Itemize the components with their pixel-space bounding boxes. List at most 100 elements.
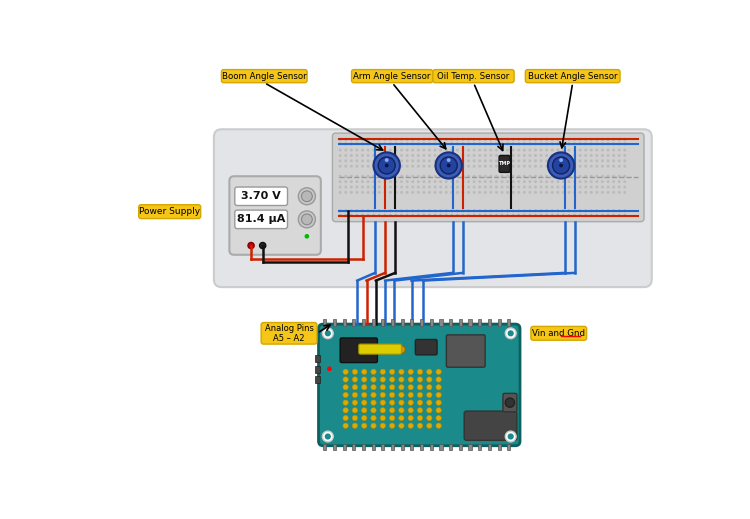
Circle shape <box>457 181 458 182</box>
Circle shape <box>379 149 380 151</box>
Circle shape <box>373 210 374 212</box>
Circle shape <box>373 186 374 188</box>
Circle shape <box>562 215 564 216</box>
Circle shape <box>518 192 520 193</box>
Circle shape <box>530 139 531 140</box>
Circle shape <box>624 175 626 177</box>
Circle shape <box>440 160 442 161</box>
Circle shape <box>613 160 614 161</box>
Circle shape <box>423 175 424 177</box>
Circle shape <box>356 210 358 212</box>
Circle shape <box>562 143 564 145</box>
Bar <box>371 444 375 450</box>
Circle shape <box>507 166 509 167</box>
Circle shape <box>518 149 520 151</box>
Circle shape <box>385 158 388 162</box>
Circle shape <box>340 186 341 188</box>
Circle shape <box>408 369 413 375</box>
Circle shape <box>399 400 404 405</box>
Circle shape <box>446 149 447 151</box>
Circle shape <box>356 160 358 161</box>
Circle shape <box>400 160 402 161</box>
Circle shape <box>574 143 575 145</box>
Circle shape <box>248 242 254 249</box>
Circle shape <box>479 175 481 177</box>
Circle shape <box>540 139 542 140</box>
Circle shape <box>501 155 503 156</box>
Circle shape <box>613 210 614 212</box>
Bar <box>343 320 346 325</box>
Circle shape <box>524 186 525 188</box>
Circle shape <box>412 210 413 212</box>
Circle shape <box>406 215 408 216</box>
Circle shape <box>590 175 592 177</box>
Circle shape <box>390 143 392 145</box>
Circle shape <box>512 215 514 216</box>
Circle shape <box>507 143 509 145</box>
Circle shape <box>518 210 520 212</box>
Circle shape <box>462 215 464 216</box>
Bar <box>497 444 501 450</box>
Circle shape <box>390 149 392 151</box>
Circle shape <box>574 155 575 156</box>
Circle shape <box>340 181 341 182</box>
Circle shape <box>345 160 346 161</box>
Circle shape <box>568 175 570 177</box>
Circle shape <box>356 192 358 193</box>
Circle shape <box>423 143 424 145</box>
FancyBboxPatch shape <box>464 411 517 440</box>
Circle shape <box>568 210 570 212</box>
Circle shape <box>568 155 570 156</box>
Bar <box>391 320 394 325</box>
Circle shape <box>568 186 570 188</box>
Circle shape <box>406 143 408 145</box>
Circle shape <box>379 175 380 177</box>
Circle shape <box>585 181 586 182</box>
Circle shape <box>608 155 609 156</box>
Circle shape <box>530 160 531 161</box>
Circle shape <box>562 155 564 156</box>
Circle shape <box>530 215 531 216</box>
Circle shape <box>362 400 367 405</box>
Circle shape <box>362 143 363 145</box>
Circle shape <box>596 143 598 145</box>
Circle shape <box>484 139 486 140</box>
Circle shape <box>362 423 367 428</box>
Bar <box>381 320 385 325</box>
Circle shape <box>446 143 447 145</box>
Circle shape <box>540 149 542 151</box>
Circle shape <box>384 155 386 156</box>
Circle shape <box>384 181 386 182</box>
Circle shape <box>613 215 614 216</box>
Circle shape <box>434 166 436 167</box>
Circle shape <box>350 192 352 193</box>
Circle shape <box>624 160 626 161</box>
Circle shape <box>468 186 470 188</box>
Circle shape <box>613 166 614 167</box>
Circle shape <box>501 160 503 161</box>
Circle shape <box>446 166 447 167</box>
Circle shape <box>507 139 509 140</box>
Circle shape <box>322 328 333 339</box>
Circle shape <box>530 210 531 212</box>
Circle shape <box>524 210 525 212</box>
Circle shape <box>429 175 430 177</box>
Circle shape <box>574 149 575 151</box>
Circle shape <box>427 377 432 382</box>
Circle shape <box>412 143 413 145</box>
Circle shape <box>390 139 392 140</box>
Circle shape <box>380 415 386 421</box>
Circle shape <box>440 155 442 156</box>
Circle shape <box>390 186 392 188</box>
Circle shape <box>343 377 348 382</box>
Circle shape <box>574 192 575 193</box>
Circle shape <box>496 160 497 161</box>
Circle shape <box>602 186 603 188</box>
Circle shape <box>373 155 374 156</box>
Circle shape <box>429 160 430 161</box>
Circle shape <box>356 139 358 140</box>
Circle shape <box>408 407 413 413</box>
Circle shape <box>568 139 570 140</box>
Circle shape <box>395 155 397 156</box>
Circle shape <box>340 210 341 212</box>
